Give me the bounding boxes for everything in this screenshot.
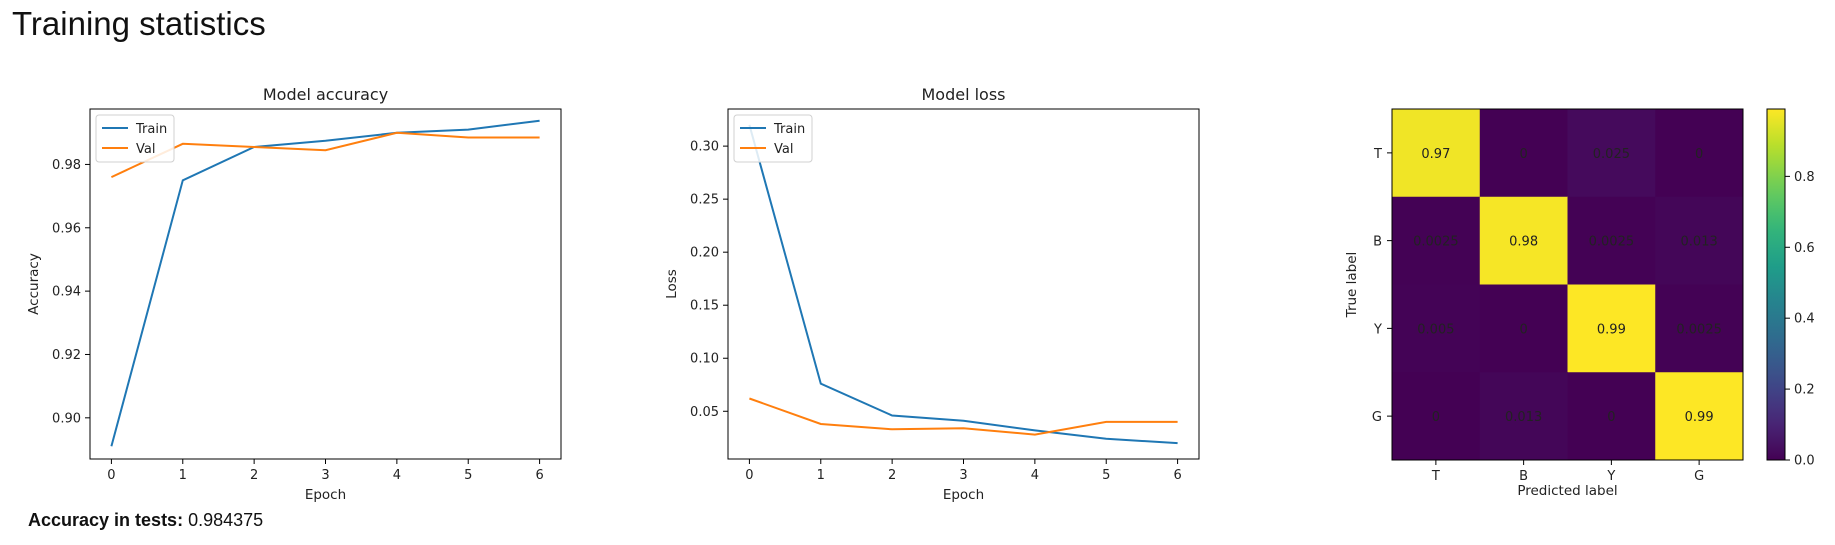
legend-label-val: Val: [136, 142, 155, 157]
legend-box: [733, 114, 813, 163]
chart-title: Model accuracy: [263, 85, 388, 104]
cell-value-label: 0.013: [1505, 410, 1542, 425]
test-accuracy-label: Accuracy in tests:: [28, 510, 184, 530]
colorbar-tick-label: 0.8: [1794, 170, 1815, 185]
heatmap-cell: [1567, 372, 1656, 461]
series-line-val: [749, 397, 1178, 436]
x-tick-label: 1: [179, 468, 187, 483]
cell-value-label: 0.98: [1509, 235, 1538, 250]
x-tick-label: 5: [464, 468, 472, 483]
cell-value-label: 0.0025: [1413, 235, 1459, 250]
cell-value-label: 0.0025: [1589, 235, 1635, 250]
y-tick-label: 0.10: [690, 352, 719, 367]
x-tick-label: 2: [250, 468, 258, 483]
y-tick-label: T: [1373, 147, 1382, 162]
cell-value-label: 0: [1432, 410, 1440, 425]
y-tick-label: 0.98: [52, 158, 81, 173]
confusion-matrix: 0.97 0 0.025 0 0.0025 0.98 0.0025 0.013 0.005 0 0.…: [1344, 108, 1815, 499]
test-accuracy-value: 0.984375: [188, 510, 264, 530]
cell-value-label: 0.013: [1681, 235, 1718, 250]
page-title: Training statistics: [12, 5, 266, 42]
heatmap-cell: [1655, 372, 1744, 461]
heatmap-cell: [1392, 196, 1481, 285]
heatmap-cell: [1392, 372, 1481, 461]
x-tick-label: 0: [107, 468, 115, 483]
line-chart-0: Model accuracy 0 1 2 3 4 5 6 0.90 0.92 0.94 0.96 0.9…: [26, 85, 562, 503]
y-tick-label: 0.15: [690, 299, 719, 314]
colorbar-tick-label: 0.0: [1794, 454, 1815, 469]
x-tick-label: 5: [1102, 468, 1110, 483]
heatmap-cell: [1567, 109, 1656, 198]
heatmap-cell: [1479, 372, 1568, 461]
y-axis-label: True label: [1344, 252, 1360, 319]
heatmap-cell: [1479, 284, 1568, 373]
x-tick-label: 0: [745, 468, 753, 483]
y-tick-label: 0.96: [52, 221, 81, 236]
y-tick-label: 0.92: [52, 348, 81, 363]
heatmap-cell: [1392, 109, 1481, 198]
heatmap-cell: [1567, 196, 1656, 285]
colorbar: [1766, 108, 1786, 461]
legend-label-train: Train: [773, 122, 805, 137]
test-accuracy: Accuracy in tests: 0.984375: [28, 510, 263, 531]
x-tick-label: 6: [1173, 468, 1181, 483]
heatmap-cell: [1655, 196, 1744, 285]
x-axis-label: Predicted label: [1517, 483, 1617, 499]
x-tick-label: 6: [535, 468, 543, 483]
x-axis-label: Epoch: [305, 487, 346, 503]
legend-box: [95, 114, 175, 163]
cell-value-label: 0.99: [1685, 410, 1714, 425]
cell-value-label: 0.99: [1597, 322, 1626, 337]
x-tick-label: 3: [959, 468, 967, 483]
cell-value-label: 0: [1519, 147, 1527, 162]
chart-title: Model loss: [921, 85, 1005, 104]
y-tick-label: G: [1372, 410, 1382, 425]
y-axis-label: Loss: [664, 269, 680, 299]
cell-value-label: 0: [1695, 147, 1703, 162]
x-tick-label: 2: [888, 468, 896, 483]
colorbar-tick-label: 0.2: [1794, 383, 1815, 398]
series-line-val: [110, 131, 540, 179]
y-tick-label: 0.20: [690, 246, 719, 261]
cell-value-label: 0: [1519, 322, 1527, 337]
x-tick-label: B: [1519, 469, 1528, 484]
x-tick-label: 3: [321, 468, 329, 483]
y-tick-label: 0.90: [52, 411, 81, 426]
cell-value-label: 0.0025: [1676, 322, 1722, 337]
legend-label-train: Train: [135, 122, 167, 137]
x-tick-label: Y: [1606, 469, 1615, 484]
y-tick-label: 0.30: [690, 140, 719, 155]
x-tick-label: 4: [393, 468, 401, 483]
x-tick-label: 1: [817, 468, 825, 483]
heatmap-cell: [1392, 284, 1481, 373]
y-tick-label: Y: [1373, 322, 1382, 337]
series-line-train: [748, 124, 1178, 445]
heatmap-cell: [1567, 284, 1656, 373]
heatmap-cell: [1655, 109, 1744, 198]
plot-frame: [1391, 108, 1744, 461]
y-axis-label: Accuracy: [26, 253, 42, 315]
cell-value-label: 0.97: [1421, 147, 1450, 162]
cell-value-label: 0: [1607, 410, 1615, 425]
y-tick-label: 0.05: [690, 405, 719, 420]
heatmap-cell: [1655, 284, 1744, 373]
y-tick-label: 0.25: [690, 193, 719, 208]
x-axis-label: Epoch: [943, 487, 984, 503]
heatmap-cell: [1479, 196, 1568, 285]
line-chart-1: Model loss 0 1 2 3 4 5 6 0.05 0.10 0.15 0.20 0.25 0.3…: [664, 85, 1200, 503]
colorbar-tick-label: 0.4: [1794, 312, 1815, 327]
series-line-train: [110, 119, 540, 447]
cell-value-label: 0.005: [1417, 322, 1454, 337]
heatmap-cell: [1479, 109, 1568, 198]
y-tick-label: 0.94: [52, 285, 81, 300]
x-tick-label: T: [1431, 469, 1440, 484]
legend-label-val: Val: [774, 142, 793, 157]
x-tick-label: 4: [1031, 468, 1039, 483]
x-tick-label: G: [1694, 469, 1704, 484]
y-tick-label: B: [1373, 235, 1382, 250]
cell-value-label: 0.025: [1593, 147, 1630, 162]
colorbar-tick-label: 0.6: [1794, 241, 1815, 256]
